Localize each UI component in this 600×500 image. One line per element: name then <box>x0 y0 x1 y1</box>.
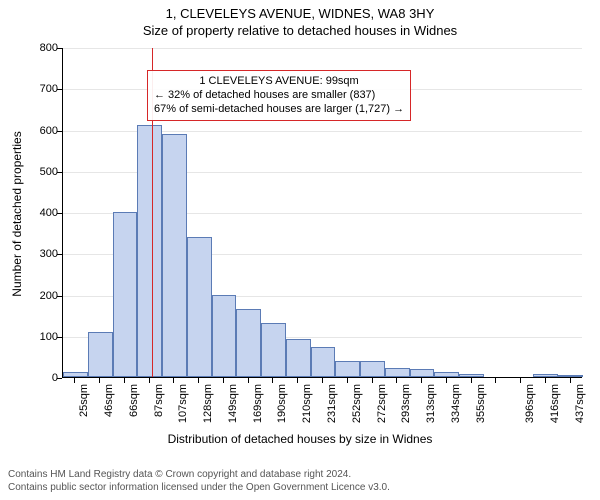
title-line-1: 1, CLEVELEYS AVENUE, WIDNES, WA8 3HY <box>0 6 600 21</box>
y-tick-label: 100 <box>18 331 58 343</box>
x-tick-mark <box>446 378 447 383</box>
x-tick-mark <box>297 378 298 383</box>
x-tick-mark <box>223 378 224 383</box>
footer-line-1: Contains HM Land Registry data © Crown c… <box>8 469 592 482</box>
x-tick-mark <box>272 378 273 383</box>
x-tick-mark <box>545 378 546 383</box>
chart-container: Number of detached properties 0100200300… <box>0 44 600 450</box>
y-tick-label: 300 <box>18 248 58 260</box>
x-tick-label: 416sqm <box>549 384 561 423</box>
histogram-bar <box>88 332 113 377</box>
x-tick-mark <box>124 378 125 383</box>
x-tick-mark <box>322 378 323 383</box>
x-tick-mark <box>421 378 422 383</box>
plot-area: 1 CLEVELEYS AVENUE: 99sqm← 32% of detach… <box>62 48 582 378</box>
x-tick-label: 437sqm <box>574 384 586 423</box>
histogram-bar <box>261 323 286 377</box>
x-tick-mark <box>471 378 472 383</box>
x-tick-mark <box>570 378 571 383</box>
x-tick-mark <box>372 378 373 383</box>
x-tick-label: 313sqm <box>425 384 437 423</box>
histogram-bar <box>63 372 88 377</box>
histogram-bar <box>335 361 360 378</box>
y-tick-label: 400 <box>18 207 58 219</box>
annotation-box: 1 CLEVELEYS AVENUE: 99sqm← 32% of detach… <box>147 70 411 121</box>
x-tick-label: 396sqm <box>524 384 536 423</box>
x-axis-title: Distribution of detached houses by size … <box>0 432 600 446</box>
x-tick-label: 334sqm <box>450 384 462 423</box>
x-tick-mark <box>149 378 150 383</box>
x-tick-mark <box>495 378 496 383</box>
histogram-bar <box>113 212 138 377</box>
x-tick-mark <box>173 378 174 383</box>
x-tick-label: 231sqm <box>326 384 338 423</box>
x-tick-label: 169sqm <box>252 384 264 423</box>
annotation-line: ← 32% of detached houses are smaller (83… <box>154 89 404 103</box>
footer-attribution: Contains HM Land Registry data © Crown c… <box>0 465 600 500</box>
x-tick-label: 25sqm <box>78 384 90 417</box>
x-tick-label: 107sqm <box>177 384 189 423</box>
histogram-bar <box>162 134 187 377</box>
footer-line-2: Contains public sector information licen… <box>8 482 592 495</box>
y-tick-label: 200 <box>18 290 58 302</box>
x-tick-mark <box>520 378 521 383</box>
histogram-bar <box>212 295 237 378</box>
x-tick-label: 210sqm <box>301 384 313 423</box>
annotation-line: 1 CLEVELEYS AVENUE: 99sqm <box>154 75 404 89</box>
y-tick-label: 800 <box>18 42 58 54</box>
x-tick-label: 293sqm <box>400 384 412 423</box>
y-tick-label: 700 <box>18 83 58 95</box>
x-tick-mark <box>74 378 75 383</box>
x-tick-label: 46sqm <box>103 384 115 417</box>
histogram-bar <box>558 375 583 377</box>
x-tick-label: 272sqm <box>376 384 388 423</box>
x-tick-label: 355sqm <box>475 384 487 423</box>
histogram-bar <box>533 374 558 377</box>
title-line-2: Size of property relative to detached ho… <box>0 23 600 38</box>
x-tick-label: 128sqm <box>202 384 214 423</box>
x-tick-mark <box>347 378 348 383</box>
histogram-bar <box>137 125 162 377</box>
x-tick-mark <box>248 378 249 383</box>
x-tick-label: 149sqm <box>227 384 239 423</box>
histogram-bar <box>311 347 336 377</box>
histogram-bar <box>360 361 385 377</box>
x-tick-label: 66sqm <box>128 384 140 417</box>
histogram-bar <box>286 339 311 377</box>
x-tick-label: 87sqm <box>153 384 165 417</box>
histogram-bar <box>187 237 212 377</box>
histogram-bar <box>236 309 261 377</box>
histogram-bar <box>434 372 459 377</box>
y-tick-label: 600 <box>18 125 58 137</box>
y-tick-label: 500 <box>18 166 58 178</box>
y-tick-label: 0 <box>18 372 58 384</box>
x-tick-mark <box>99 378 100 383</box>
chart-title: 1, CLEVELEYS AVENUE, WIDNES, WA8 3HY Siz… <box>0 0 600 38</box>
y-tick-mark <box>57 378 62 379</box>
histogram-bar <box>385 368 410 377</box>
x-tick-label: 190sqm <box>276 384 288 423</box>
histogram-bar <box>410 369 435 377</box>
x-tick-mark <box>396 378 397 383</box>
annotation-line: 67% of semi-detached houses are larger (… <box>154 103 404 117</box>
gridline <box>63 48 582 49</box>
x-tick-mark <box>198 378 199 383</box>
x-tick-label: 252sqm <box>351 384 363 423</box>
histogram-bar <box>459 374 484 377</box>
